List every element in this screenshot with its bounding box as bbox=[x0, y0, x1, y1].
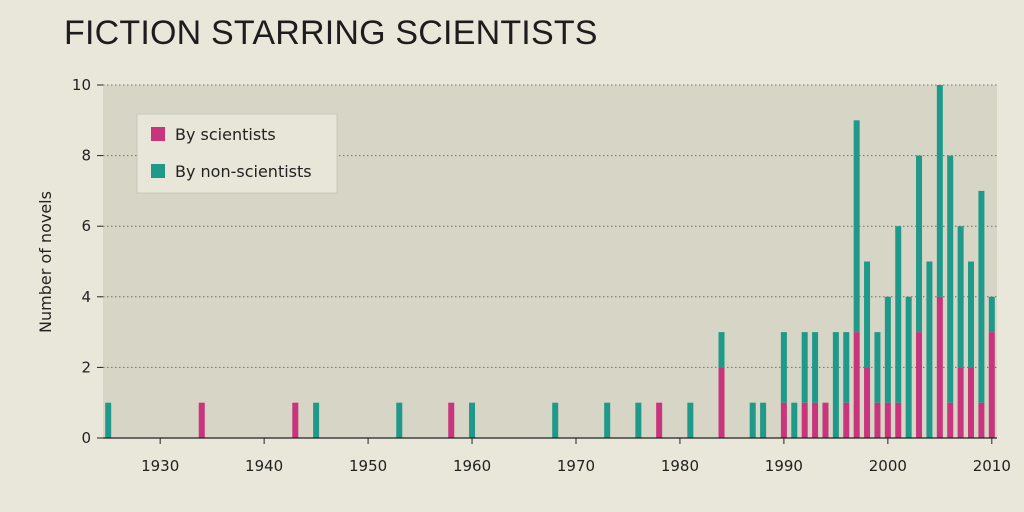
bar-non-scientists-1996 bbox=[843, 332, 850, 403]
bar-scientists-1998 bbox=[864, 367, 871, 438]
bar-scientists-2000 bbox=[884, 402, 891, 438]
legend-box bbox=[136, 113, 338, 194]
bar-scientists-2001 bbox=[895, 402, 902, 438]
y-axis-title: Number of novels bbox=[36, 191, 55, 333]
bar-non-scientists-1993 bbox=[812, 332, 819, 403]
bar-non-scientists-1925 bbox=[105, 402, 112, 438]
bar-scientists-1993 bbox=[812, 402, 819, 438]
bar-non-scientists-1973 bbox=[604, 402, 611, 438]
x-tick-label-2000: 2000 bbox=[869, 457, 907, 475]
bar-non-scientists-2010 bbox=[988, 296, 995, 333]
x-tick-label-1950: 1950 bbox=[349, 457, 387, 475]
bar-scientists-1990 bbox=[780, 402, 787, 438]
bar-scientists-2005 bbox=[936, 296, 943, 438]
bar-non-scientists-2008 bbox=[968, 261, 975, 368]
y-tick-label-6: 6 bbox=[81, 217, 91, 235]
bar-non-scientists-1997 bbox=[853, 120, 860, 333]
x-tick-label-1940: 1940 bbox=[245, 457, 283, 475]
bar-non-scientists-2009 bbox=[978, 190, 985, 403]
bar-non-scientists-1945 bbox=[313, 402, 320, 438]
bar-non-scientists-1968 bbox=[552, 402, 559, 438]
y-tick-label-0: 0 bbox=[81, 429, 91, 447]
x-tick-label-2010: 2010 bbox=[973, 457, 1011, 475]
bar-non-scientists-2003 bbox=[916, 155, 923, 333]
bar-non-scientists-1987 bbox=[749, 402, 756, 438]
bar-non-scientists-1960 bbox=[469, 402, 476, 438]
y-axis: 0 2 4 6 8 10 bbox=[72, 76, 103, 447]
bar-non-scientists-1990 bbox=[780, 332, 787, 403]
bar-scientists-1978 bbox=[656, 402, 663, 438]
bar-scientists-2003 bbox=[916, 332, 923, 438]
bar-non-scientists-1953 bbox=[396, 402, 403, 438]
bar-non-scientists-1976 bbox=[635, 402, 642, 438]
x-axis: 1930 1940 1950 1960 1970 1980 1990 2000 2010 bbox=[141, 438, 1011, 475]
x-tick-label-1960: 1960 bbox=[453, 457, 491, 475]
bar-scientists-2010 bbox=[988, 332, 995, 438]
x-tick-label-1930: 1930 bbox=[141, 457, 179, 475]
bar-scientists-1994 bbox=[822, 402, 829, 438]
legend-label-by-scientists: By scientists bbox=[175, 125, 276, 144]
bar-non-scientists-2005 bbox=[936, 85, 943, 297]
bar-non-scientists-2004 bbox=[926, 261, 933, 438]
bar-non-scientists-2000 bbox=[884, 296, 891, 403]
bar-scientists-1943 bbox=[292, 402, 299, 438]
bar-scientists-2008 bbox=[968, 367, 975, 438]
bar-non-scientists-1991 bbox=[791, 402, 798, 438]
bar-non-scientists-1998 bbox=[864, 261, 871, 368]
x-tick-label-1970: 1970 bbox=[557, 457, 595, 475]
legend: By scientists By non-scientists bbox=[136, 113, 338, 194]
bar-scientists-1992 bbox=[801, 402, 808, 438]
x-tick-label-1990: 1990 bbox=[765, 457, 803, 475]
x-tick-label-1980: 1980 bbox=[661, 457, 699, 475]
bar-non-scientists-1999 bbox=[874, 332, 881, 403]
y-tick-label-2: 2 bbox=[81, 358, 91, 376]
bar-scientists-1996 bbox=[843, 402, 850, 438]
bar-scientists-1984 bbox=[718, 367, 725, 438]
bar-scientists-1997 bbox=[853, 332, 860, 438]
bar-scientists-1999 bbox=[874, 402, 881, 438]
y-tick-label-8: 8 bbox=[81, 147, 91, 165]
bar-non-scientists-2001 bbox=[895, 226, 902, 403]
bar-non-scientists-1984 bbox=[718, 332, 725, 368]
bar-non-scientists-1988 bbox=[760, 402, 767, 438]
bar-non-scientists-2002 bbox=[905, 296, 912, 438]
legend-swatch-by-scientists bbox=[151, 127, 165, 141]
legend-label-by-non-scientists: By non-scientists bbox=[175, 162, 312, 181]
bars bbox=[105, 85, 995, 438]
bar-non-scientists-1992 bbox=[801, 332, 808, 403]
bar-scientists-1934 bbox=[198, 402, 205, 438]
bar-scientists-2007 bbox=[957, 367, 964, 438]
bar-non-scientists-2007 bbox=[957, 226, 964, 368]
bar-non-scientists-2006 bbox=[947, 155, 954, 403]
bar-scientists-2009 bbox=[978, 402, 985, 438]
legend-swatch-by-non-scientists bbox=[151, 164, 165, 178]
chart-title: FICTION STARRING SCIENTISTS bbox=[64, 14, 598, 52]
bar-scientists-1958 bbox=[448, 402, 455, 438]
bar-non-scientists-1995 bbox=[832, 332, 839, 438]
bar-non-scientists-1981 bbox=[687, 402, 694, 438]
y-tick-label-4: 4 bbox=[81, 288, 91, 306]
y-tick-label-10: 10 bbox=[72, 76, 91, 94]
bar-scientists-2006 bbox=[947, 402, 954, 438]
